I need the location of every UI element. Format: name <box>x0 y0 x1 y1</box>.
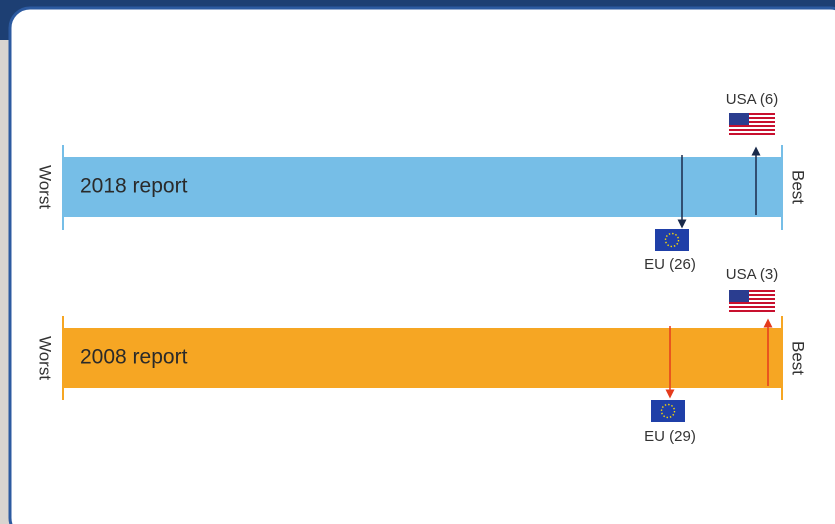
panel <box>8 6 835 524</box>
usa-label: USA (6) <box>726 91 779 108</box>
bar-title: 2018 report <box>80 175 188 198</box>
eu-label: EU (26) <box>644 256 696 273</box>
usa-flag <box>729 290 775 314</box>
bar <box>63 328 782 388</box>
worst-label: Worst <box>36 165 55 209</box>
best-label: Best <box>789 341 808 375</box>
eu-flag <box>650 399 686 423</box>
best-label: Best <box>789 170 808 204</box>
usa-flag <box>729 113 775 137</box>
bar <box>63 157 782 217</box>
eu-label: EU (29) <box>644 428 696 445</box>
eu-flag <box>654 228 690 252</box>
usa-label: USA (3) <box>726 266 779 283</box>
worst-label: Worst <box>36 336 55 380</box>
bar-title: 2008 report <box>80 346 188 369</box>
